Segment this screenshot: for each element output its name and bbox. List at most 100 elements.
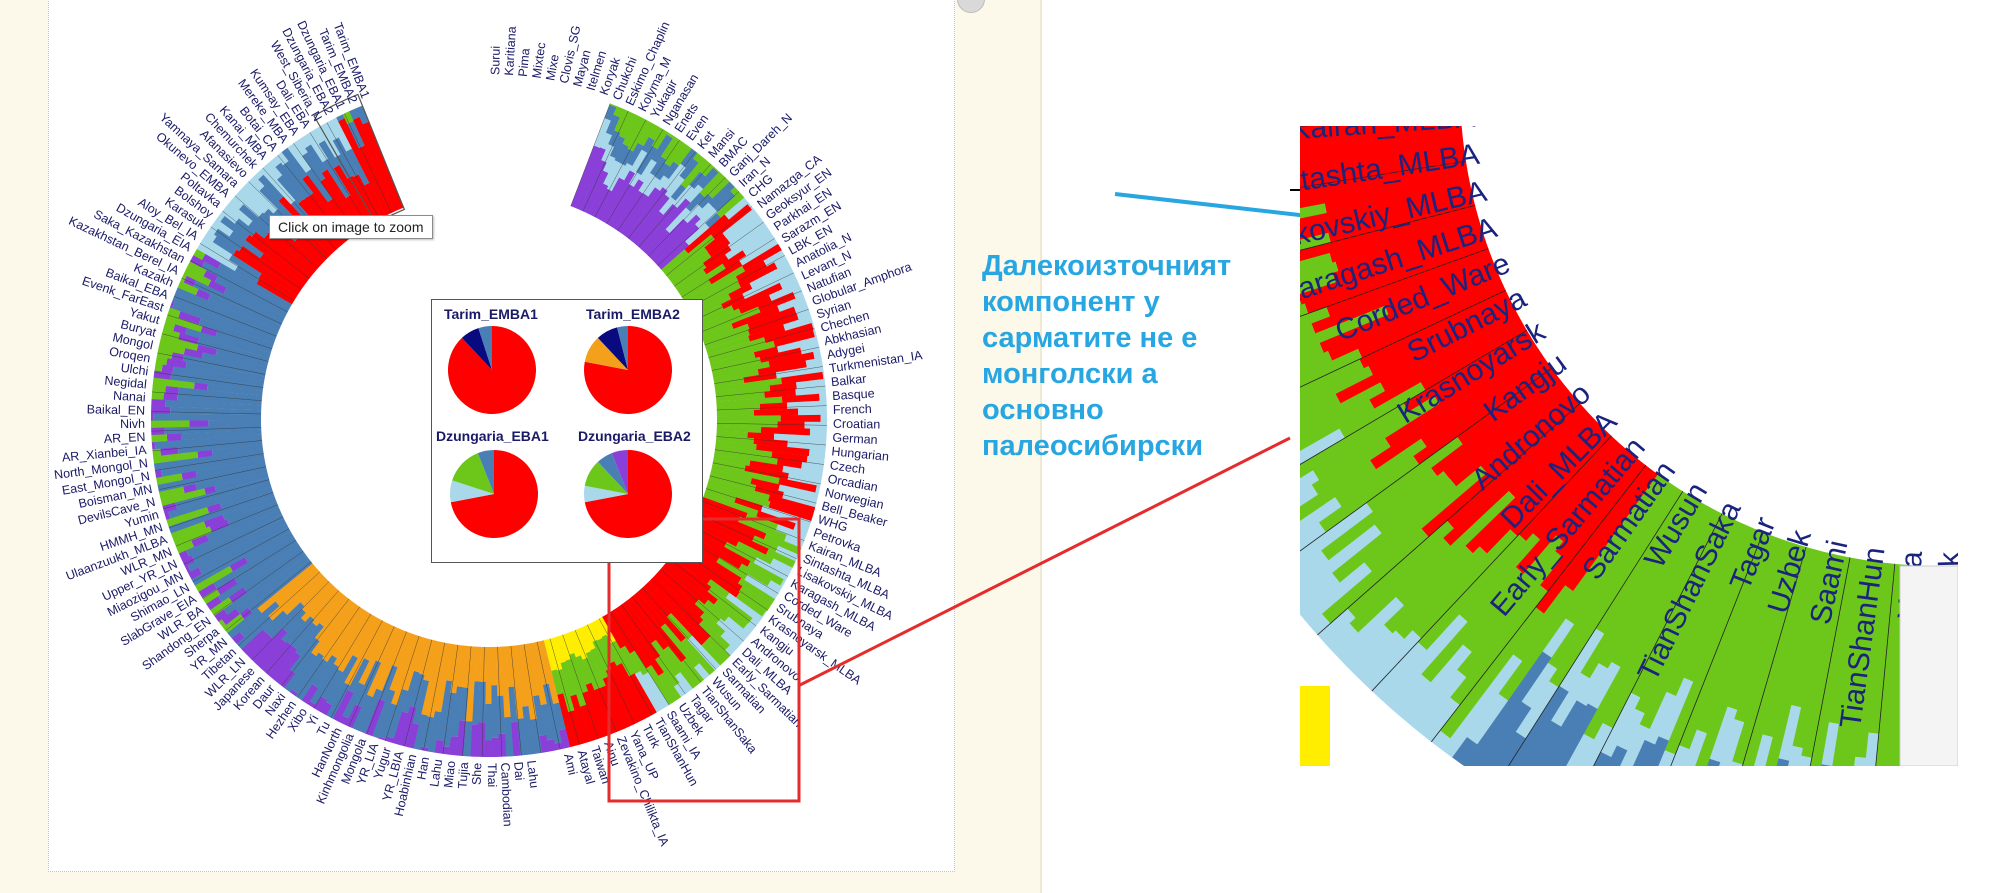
admixture-segment [608, 130, 621, 147]
zoom-separator [1430, 465, 1647, 743]
admixture-segment [295, 658, 328, 701]
admixture-segment [601, 634, 622, 666]
zoom-segment [1380, 613, 1468, 709]
admixture-segment [366, 627, 402, 698]
zoom-segment [1300, 496, 1342, 536]
zoom-segment [1395, 490, 1516, 606]
admixture-segment [376, 629, 406, 691]
admixture-segment [608, 661, 645, 723]
zoom-separator [1809, 557, 1851, 766]
zoom-segment [1441, 654, 1523, 758]
admixture-segment [153, 413, 262, 421]
admixture-segment [281, 147, 308, 179]
admixture-segment [754, 485, 784, 499]
admixture-segment [704, 233, 727, 253]
admixture-segment [177, 280, 199, 296]
admixture-segment [196, 242, 239, 272]
admixture-segment [609, 103, 618, 108]
zoom-segment [1300, 302, 1309, 317]
admixture-segment [307, 700, 316, 709]
population-separator [696, 513, 797, 559]
admixture-segment [763, 322, 814, 344]
admixture-segment [557, 634, 571, 661]
admixture-segment [406, 722, 419, 749]
admixture-segment [762, 610, 768, 618]
zoom-segment [1606, 745, 1628, 766]
admixture-segment [172, 301, 276, 344]
zoom-segment [1828, 558, 1865, 725]
admixture-segment [213, 535, 296, 589]
admixture-segment [713, 166, 720, 173]
admixture-segment [312, 591, 344, 627]
admixture-segment [738, 294, 772, 314]
population-separator [690, 525, 789, 577]
admixture-segment [446, 644, 458, 682]
admixture-segment [765, 548, 796, 568]
admixture-segment [641, 136, 656, 154]
admixture-segment [714, 377, 782, 393]
admixture-segment [498, 733, 507, 757]
admixture-segment [183, 275, 197, 287]
admixture-segment [708, 181, 735, 208]
admixture-segment [214, 608, 228, 622]
zoom-segment [1300, 399, 1375, 452]
admixture-segment [738, 516, 787, 542]
zoom-segment [1696, 534, 1778, 734]
admixture-segment [749, 262, 793, 289]
close-icon[interactable] [957, 0, 985, 13]
zoom-separator [1300, 367, 1552, 552]
admixture-segment [333, 611, 371, 667]
zoom-segment [1507, 685, 1569, 766]
population-label-left: Negidal [104, 373, 148, 391]
zoom-segment [1466, 693, 1509, 745]
admixture-segment [575, 147, 607, 210]
admixture-segment [638, 159, 657, 183]
admixture-segment [768, 351, 815, 368]
zoom-segment [1550, 672, 1590, 727]
admixture-segment [214, 276, 288, 318]
admixture-segment [177, 393, 262, 406]
zoom-segment [1365, 436, 1463, 512]
admixture-circle-plot[interactable]: Surui KaritianaPimaMixtecMixeClovis_SGMay… [49, 0, 954, 871]
admixture-segment [166, 433, 182, 442]
admixture-segment [181, 470, 197, 480]
zoom-segment [1645, 736, 1669, 766]
figure-frame[interactable]: Surui Karitiana Pima Mixtec Mixe Clovis_SG May… [48, 0, 985, 872]
admixture-segment [734, 497, 763, 512]
admixture-segment [568, 652, 589, 694]
population-separator [181, 278, 282, 325]
admixture-segment [618, 603, 661, 660]
population-separator [192, 528, 290, 582]
zoom-segment [1300, 550, 1329, 583]
admixture-segment [222, 495, 277, 521]
admixture-segment [412, 679, 429, 725]
admixture-segment [658, 567, 699, 605]
admixture-segment [603, 155, 616, 174]
admixture-segment [459, 687, 469, 721]
admixture-segment [651, 128, 669, 150]
left-panel: Surui Karitiana Pima Mixtec Mixe Clovis_SG May… [0, 0, 1040, 893]
population-separator [404, 639, 433, 747]
admixture-segment [379, 703, 398, 739]
zoom-separator [1300, 329, 1528, 465]
admixture-segment [777, 295, 807, 313]
zoom-segment [1458, 532, 1541, 622]
zoom-segment [1790, 552, 1836, 708]
pie-slice [584, 461, 628, 494]
admixture-segment [325, 655, 358, 706]
admixture-segment [629, 149, 648, 174]
zoom-segment [1579, 722, 1613, 766]
zoom-segment [1532, 440, 1623, 540]
admixture-segment [177, 439, 263, 454]
admixture-segment [560, 661, 577, 697]
admixture-segment [228, 254, 262, 279]
admixture-segment [510, 721, 521, 757]
admixture-segment [436, 680, 453, 741]
admixture-segment [648, 124, 663, 141]
admixture-segment [727, 219, 767, 251]
admixture-segment [654, 162, 671, 181]
admixture-segment [159, 334, 199, 351]
zoom-segment [1535, 465, 1652, 614]
admixture-segment [731, 305, 780, 330]
zoom-segment [1300, 204, 1478, 262]
